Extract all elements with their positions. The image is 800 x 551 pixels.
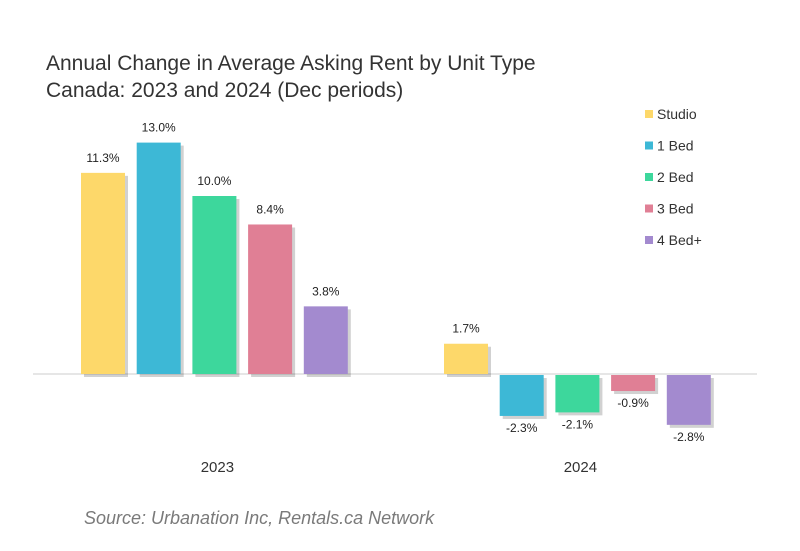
legend-swatch-2-bed xyxy=(645,173,653,181)
legend-label-4-bed: 4 Bed+ xyxy=(657,232,702,248)
bar-2023-4-bed-label: 3.8% xyxy=(312,284,340,298)
legend-label-2-bed: 2 Bed xyxy=(657,169,694,185)
legend-swatch-1-bed xyxy=(645,141,653,150)
bar-2024-1-bed xyxy=(499,375,544,416)
bar-2024-1-bed-label: -2.3% xyxy=(506,421,538,435)
bar-2023-studio xyxy=(81,172,125,374)
legend-label-1-bed: 1 Bed xyxy=(657,138,694,154)
legend-swatch-3-bed xyxy=(645,204,653,213)
bar-2024-2-bed-label: -2.1% xyxy=(562,417,594,431)
x-tick-2023: 2023 xyxy=(201,459,234,476)
bar-2023-1-bed-label: 13.0% xyxy=(142,121,176,135)
bar-2023-3-bed xyxy=(248,224,293,374)
legend-label-studio: Studio xyxy=(657,106,697,122)
bar-2023-2-bed-label: 10.0% xyxy=(197,174,231,188)
bar-2023-2-bed xyxy=(192,196,237,374)
bar-2023-4-bed xyxy=(303,306,348,374)
chart-title: Annual Change in Average Asking Rent by … xyxy=(46,50,536,104)
legend-swatch-studio xyxy=(645,110,653,118)
bar-2024-3-bed-label: -0.9% xyxy=(617,396,649,410)
bar-2023-3-bed-label: 8.4% xyxy=(256,202,284,216)
bar-2024-2-bed xyxy=(555,375,600,413)
bar-2024-studio-label: 1.7% xyxy=(452,322,480,336)
legend-label-3-bed: 3 Bed xyxy=(657,201,694,217)
bar-2024-4-bed xyxy=(666,375,711,425)
bar-2023-studio-label: 11.3% xyxy=(86,151,119,165)
chart-title-line1: Annual Change in Average Asking Rent by … xyxy=(46,52,536,75)
chart-source: Source: Urbanation Inc, Rentals.ca Netwo… xyxy=(84,508,435,528)
bar-2023-1-bed xyxy=(136,142,181,374)
bar-2024-4-bed-label: -2.8% xyxy=(673,430,705,444)
x-tick-2024: 2024 xyxy=(564,459,597,476)
bar-2024-3-bed xyxy=(611,375,656,392)
legend-swatch-4-bed xyxy=(645,236,653,244)
chart-subtitle: Canada: 2023 and 2024 (Dec periods) xyxy=(46,79,404,102)
bar-2024-studio xyxy=(444,343,488,374)
